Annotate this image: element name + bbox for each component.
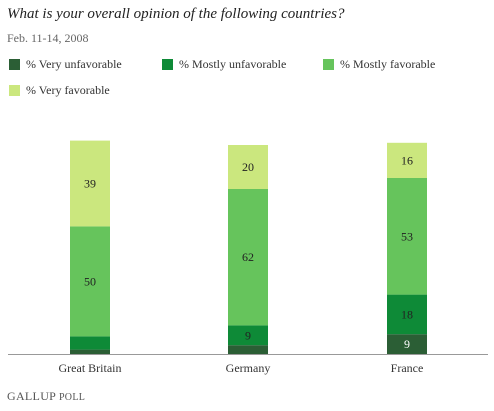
logo-gallup: GALLUP	[7, 389, 57, 403]
data-label-great-britain-mostly-favorable: 50	[84, 274, 96, 288]
data-label-france-very-unfavorable: 9	[404, 337, 410, 351]
legend-item-very-favorable: % Very favorable	[9, 83, 110, 97]
bar-france-mostly-favorable	[387, 178, 427, 295]
bar-france-mostly-unfavorable	[387, 294, 427, 335]
bar-great-britain-mostly-unfavorable	[70, 336, 110, 350]
bar-great-britain-very-favorable	[70, 140, 110, 227]
data-label-great-britain-very-favorable: 39	[84, 177, 96, 191]
data-label-germany-mostly-unfavorable: 9	[245, 328, 251, 342]
data-label-france-very-favorable: 16	[401, 153, 413, 167]
bar-germany-very-unfavorable	[228, 345, 268, 354]
bar-germany-mostly-favorable	[228, 189, 268, 326]
legend-item-very-unfavorable: % Very unfavorable	[9, 57, 122, 71]
legend-item-mostly-unfavorable: % Mostly unfavorable	[162, 57, 286, 71]
legend-label-very-favorable: % Very favorable	[26, 82, 110, 97]
legend-label-very-unfavorable: % Very unfavorable	[26, 56, 122, 71]
x-tick-label-great-britain: Great Britain	[59, 361, 122, 375]
logo-poll: POLL	[56, 392, 86, 403]
bar-france-very-unfavorable	[387, 334, 427, 354]
data-label-germany-very-favorable: 20	[242, 160, 254, 174]
x-tick-label-germany: Germany	[226, 361, 271, 375]
data-label-germany-mostly-favorable: 62	[242, 250, 254, 264]
bar-france-very-favorable	[387, 142, 427, 178]
legend-swatch-very-unfavorable	[9, 58, 20, 70]
chart-title: What is your overall opinion of the foll…	[7, 6, 345, 22]
gallup-poll-logo: GALLUP POLL	[7, 389, 85, 404]
chart-subtitle: Feb. 11-14, 2008	[7, 31, 89, 45]
legend-swatch-mostly-unfavorable	[162, 58, 173, 70]
legend-label-mostly-favorable: % Mostly favorable	[340, 56, 436, 71]
data-label-france-mostly-unfavorable: 18	[401, 307, 413, 321]
bar-great-britain-mostly-favorable	[70, 226, 110, 337]
bar-germany-mostly-unfavorable	[228, 325, 268, 346]
data-label-france-mostly-favorable: 53	[401, 229, 413, 243]
legend-swatch-very-favorable	[9, 84, 20, 96]
legend-label-mostly-unfavorable: % Mostly unfavorable	[179, 56, 287, 71]
legend-swatch-mostly-favorable	[323, 58, 334, 70]
bar-germany-very-favorable	[228, 145, 268, 189]
x-tick-label-france: France	[391, 361, 424, 375]
bar-great-britain-very-unfavorable	[70, 349, 110, 354]
legend-item-mostly-favorable: % Mostly favorable	[323, 57, 435, 71]
